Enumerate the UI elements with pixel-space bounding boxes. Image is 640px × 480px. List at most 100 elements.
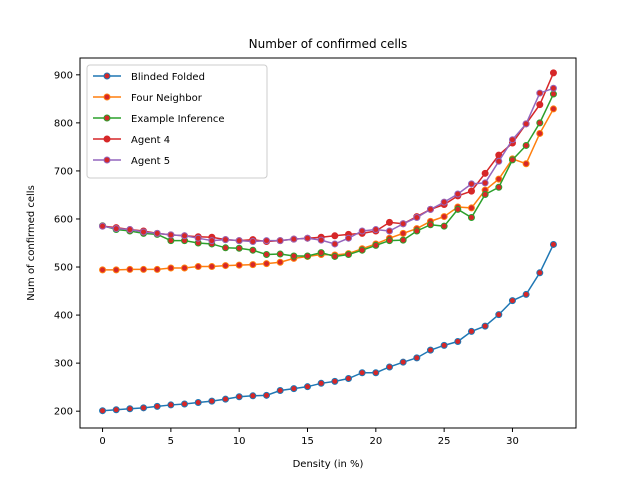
data-point (385, 227, 393, 235)
data-point (467, 180, 475, 188)
data-point (426, 221, 434, 229)
data-point (181, 400, 189, 408)
data-point (112, 266, 120, 274)
data-point (222, 236, 230, 244)
data-point (508, 297, 516, 305)
data-point (276, 258, 284, 266)
y-axis-label: Num of confirmed cells (26, 185, 37, 301)
data-point (536, 101, 544, 109)
data-point (167, 237, 175, 245)
data-point (222, 244, 230, 252)
legend: Blinded Folded Four Neighbor Example Infer… (86, 64, 268, 179)
data-point (249, 261, 257, 269)
chart-title: Number of confirmed cells (249, 37, 408, 51)
data-point (126, 405, 134, 413)
data-point (167, 264, 175, 272)
data-point (344, 234, 352, 242)
data-point (222, 262, 230, 270)
legend-marker (103, 135, 111, 143)
data-point (454, 338, 462, 346)
data-point (194, 234, 202, 242)
x-tick-label: 25 (438, 436, 451, 447)
data-point (467, 204, 475, 212)
data-point (549, 90, 557, 98)
data-point (290, 252, 298, 260)
data-point (522, 141, 530, 149)
data-point (194, 399, 202, 407)
legend-label: Agent 5 (131, 156, 170, 167)
series-line (102, 244, 555, 412)
data-point (358, 227, 366, 235)
data-point (413, 227, 421, 235)
data-point (167, 231, 175, 239)
data-point (372, 369, 380, 377)
data-point (276, 387, 284, 395)
data-point (549, 240, 557, 248)
data-point (495, 157, 503, 165)
legend-label: Blinded Folded (131, 72, 205, 83)
y-tick-label: 700 (54, 166, 73, 177)
data-point (249, 392, 257, 400)
data-point (344, 375, 352, 383)
data-point (522, 290, 530, 298)
data-point (290, 235, 298, 243)
data-point (399, 236, 407, 244)
data-point (208, 237, 216, 245)
x-axis: 0 5 10 15 20 25 30 (99, 428, 519, 447)
data-point (99, 266, 107, 274)
series-line (102, 93, 555, 258)
data-point (426, 205, 434, 213)
data-point (385, 237, 393, 245)
data-point (522, 160, 530, 168)
data-point (358, 246, 366, 254)
data-point (99, 407, 107, 415)
data-point (317, 236, 325, 244)
y-axis: 200 300 400 500 600 700 800 900 (54, 70, 80, 418)
data-point (385, 363, 393, 371)
data-point (426, 346, 434, 354)
data-point (153, 265, 161, 273)
legend-label: Four Neighbor (131, 93, 203, 104)
data-point (358, 369, 366, 377)
series-line (102, 87, 554, 245)
data-point (331, 252, 339, 260)
data-point (467, 214, 475, 222)
data-point (194, 263, 202, 271)
plot-area (99, 69, 557, 415)
data-point (508, 156, 516, 164)
data-point (304, 252, 312, 260)
legend-item: Agent 4 (93, 135, 170, 146)
data-point (126, 265, 134, 273)
data-point (536, 89, 544, 97)
y-tick-label: 500 (54, 263, 73, 274)
data-point (235, 237, 243, 245)
y-tick-label: 200 (54, 407, 73, 418)
x-tick-label: 15 (301, 436, 314, 447)
data-point (153, 402, 161, 410)
data-point (372, 226, 380, 234)
data-point (495, 183, 503, 191)
legend-item: Example Inference (93, 114, 225, 125)
data-point (126, 226, 134, 234)
data-point (536, 119, 544, 127)
data-point (235, 244, 243, 252)
data-point (181, 264, 189, 272)
legend-label: Example Inference (131, 114, 225, 125)
data-point (549, 69, 557, 77)
data-point (290, 385, 298, 393)
data-point (99, 222, 107, 230)
legend-marker (103, 114, 111, 122)
data-point (317, 249, 325, 257)
y-tick-label: 800 (54, 118, 73, 129)
data-point (317, 379, 325, 387)
data-point (481, 169, 489, 177)
data-point (413, 214, 421, 222)
data-point (235, 261, 243, 269)
data-point (153, 229, 161, 237)
data-point (112, 225, 120, 233)
x-tick-label: 20 (369, 436, 382, 447)
data-point (454, 205, 462, 213)
data-point (481, 322, 489, 330)
data-point (276, 237, 284, 245)
